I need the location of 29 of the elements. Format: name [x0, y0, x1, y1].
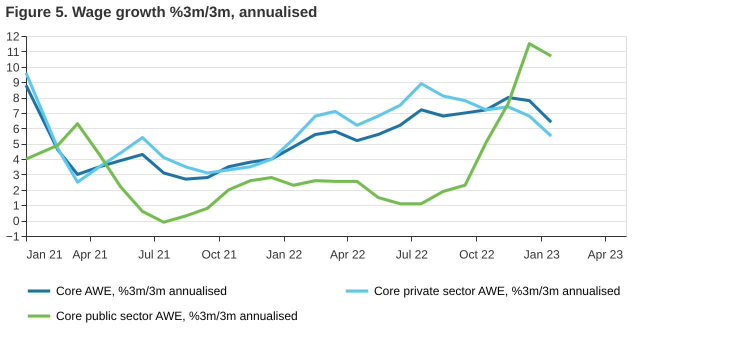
x-tick-label: Apr 21	[72, 248, 108, 262]
y-tick-label: 11	[7, 44, 20, 59]
legend-label: Core public sector AWE, %3m/3m annualised	[56, 309, 298, 323]
x-tick-label: Jul 22	[396, 248, 428, 262]
x-tick-label: Jan 22	[266, 248, 302, 262]
legend-label: Core AWE, %3m/3m annualised	[56, 284, 227, 298]
y-tick-label: 6	[12, 122, 20, 136]
chart-title: Figure 5. Wage growth %3m/3m, annualised	[5, 4, 318, 21]
x-tick-label: Oct 21	[202, 248, 238, 262]
x-tick-label: Jan 23	[524, 248, 560, 262]
x-tick-label: Jan 21	[26, 248, 63, 262]
x-tick-label: Jul 21	[138, 248, 171, 262]
x-tick-label: Apr 23	[588, 248, 624, 262]
y-tick-label: 5	[12, 137, 20, 152]
y-tick-label: 7	[12, 106, 20, 120]
y-tick-label: 10	[6, 60, 20, 74]
x-tick-label: Oct 22	[459, 248, 495, 262]
y-tick-label: −1	[6, 230, 20, 244]
y-tick-label: 2	[12, 183, 20, 198]
y-tick-label: 9	[12, 76, 20, 90]
y-tick-label: 1	[12, 198, 20, 213]
y-tick-label: 4	[12, 152, 20, 167]
line-series	[24, 42, 553, 224]
x-tick-label: Apr 22	[330, 248, 366, 262]
legend-label: Core private sector AWE, %3m/3m annualised	[374, 284, 620, 298]
y-tick-label: 12	[6, 30, 20, 44]
y-tick-label: 0	[12, 214, 20, 228]
y-tick-label: 8	[12, 91, 20, 106]
y-tick-label: 3	[12, 168, 20, 182]
